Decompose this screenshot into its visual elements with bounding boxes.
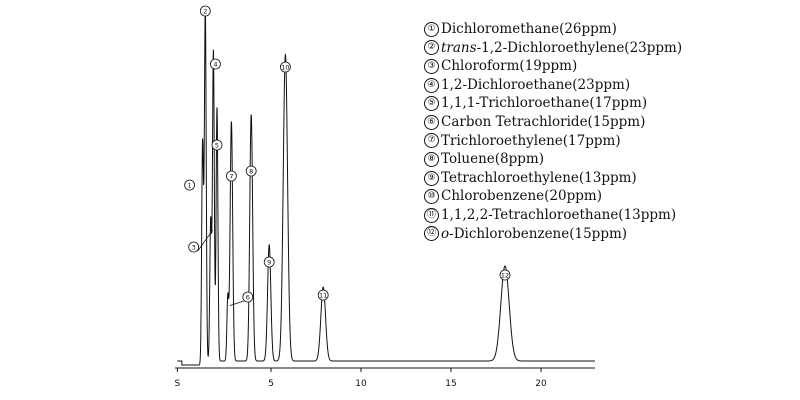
legend-item-8: ⑧ Toluene(8ppm) <box>424 150 784 169</box>
legend-number: ④ <box>424 77 439 93</box>
legend-text: Chloroform(19ppm) <box>441 58 578 75</box>
legend-item-6: ⑥ Carbon Tetrachloride(15ppm) <box>424 113 784 132</box>
chromatogram-line <box>177 6 595 366</box>
x-tick-label: 15 <box>445 379 456 389</box>
legend-text: Chlorobenzene(20ppm) <box>441 188 602 205</box>
peak-label-1: 1 <box>184 179 196 191</box>
svg-text:10: 10 <box>281 64 289 72</box>
legend-prefix: trans <box>441 39 477 56</box>
svg-text:6: 6 <box>246 294 250 302</box>
peak-label-5: 5 <box>211 139 223 151</box>
legend-item-2: ② trans-1,2-Dichloroethylene(23ppm) <box>424 39 784 58</box>
legend-text: o-Dichlorobenzene(15ppm) <box>441 225 627 244</box>
legend-item-10: ⑩ Chlorobenzene(20ppm) <box>424 187 784 206</box>
peak-label-11: 11 <box>317 289 329 301</box>
peak-label-7: 7 <box>225 170 237 182</box>
svg-text:4: 4 <box>213 61 217 69</box>
legend-text: Dichloromethane(26ppm) <box>441 21 617 37</box>
svg-text:8: 8 <box>249 168 253 176</box>
peak-label-10: 10 <box>279 61 291 73</box>
legend-number: ⑫ <box>424 226 439 242</box>
legend-text-rest: -Dichlorobenzene(15ppm) <box>449 225 628 242</box>
x-tick-label: 10 <box>355 379 367 389</box>
x-tick-label: S <box>175 379 181 389</box>
legend-number: ② <box>424 40 439 56</box>
legend-item-3: ③ Chloroform(19ppm) <box>424 57 784 76</box>
svg-text:12: 12 <box>501 272 509 280</box>
legend-item-4: ④ 1,2-Dichloroethane(23ppm) <box>424 76 784 95</box>
legend-text: trans-1,2-Dichloroethylene(23ppm) <box>441 39 682 58</box>
x-tick-label: 20 <box>535 379 547 389</box>
legend-text: Tetrachloroethylene(13ppm) <box>441 169 637 186</box>
legend-number: ⑤ <box>424 96 439 112</box>
x-tick-label: 5 <box>268 379 274 389</box>
svg-text:5: 5 <box>215 142 219 150</box>
legend-number: ⑧ <box>424 151 439 167</box>
peak-label-2: 2 <box>199 5 211 17</box>
svg-text:7: 7 <box>229 173 233 181</box>
legend-number: ⑦ <box>424 133 439 149</box>
peak-label-4: 4 <box>209 58 221 70</box>
legend-item-1: ① Dichloromethane(26ppm) <box>424 20 784 39</box>
legend-item-7: ⑦ Trichloroethylene(17ppm) <box>424 132 784 151</box>
svg-text:2: 2 <box>203 8 207 16</box>
legend-number: ⑪ <box>424 207 439 223</box>
legend-number: ① <box>424 21 439 37</box>
chromatogram-trace <box>177 6 595 366</box>
legend-number: ⑥ <box>424 114 439 130</box>
svg-text:9: 9 <box>267 259 271 267</box>
peak-label-9: 9 <box>263 256 275 268</box>
legend-text: Trichloroethylene(17ppm) <box>441 132 621 149</box>
svg-text:1: 1 <box>188 182 192 190</box>
x-axis: S 5 10 15 20 <box>175 367 595 389</box>
legend: ① Dichloromethane(26ppm) ② trans-1,2-Dichl… <box>424 20 784 243</box>
legend-number: ⑨ <box>424 170 439 186</box>
peak-label-6: 6 <box>229 291 254 307</box>
peak-label-3: 3 <box>188 229 214 253</box>
legend-text: Carbon Tetrachloride(15ppm) <box>441 113 646 130</box>
legend-prefix: o <box>441 225 450 242</box>
legend-text-rest: -1,2-Dichloroethylene(23ppm) <box>476 39 683 56</box>
svg-text:3: 3 <box>192 244 196 252</box>
legend-item-11: ⑪ 1,1,2,2-Tetrachloroethane(13ppm) <box>424 206 784 225</box>
legend-text: 1,2-Dichloroethane(23ppm) <box>441 76 631 93</box>
legend-number: ⑩ <box>424 189 439 205</box>
legend-item-9: ⑨ Tetrachloroethylene(13ppm) <box>424 169 784 188</box>
legend-text: Toluene(8ppm) <box>441 151 544 168</box>
legend-item-5: ⑤ 1,1,1-Trichloroethane(17ppm) <box>424 94 784 113</box>
peak-label-8: 8 <box>245 165 257 177</box>
svg-text:11: 11 <box>319 292 327 300</box>
legend-number: ③ <box>424 58 439 74</box>
peak-label-12: 12 <box>499 269 511 281</box>
legend-item-12: ⑫ o-Dichlorobenzene(15ppm) <box>424 225 784 244</box>
legend-text: 1,1,1-Trichloroethane(17ppm) <box>441 95 648 112</box>
legend-text: 1,1,2,2-Tetrachloroethane(13ppm) <box>441 206 677 223</box>
